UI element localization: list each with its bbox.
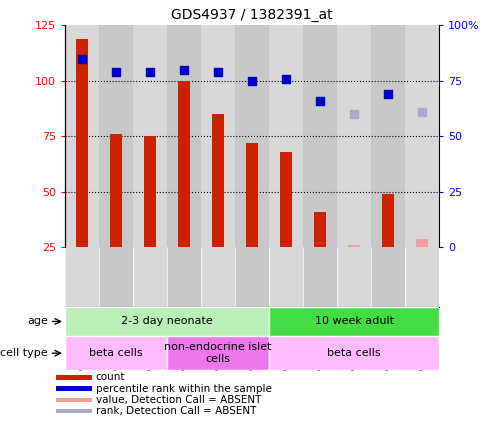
Bar [314, 212, 326, 247]
Bar [56, 387, 92, 391]
Bar [65, 247, 99, 307]
Point [214, 69, 222, 75]
Bar [178, 81, 190, 247]
Bar [405, 247, 439, 307]
Bar [280, 152, 292, 247]
Point [112, 69, 120, 75]
Text: 10 week adult: 10 week adult [314, 316, 394, 327]
Bar [133, 25, 167, 247]
Bar [167, 247, 201, 307]
Bar [337, 25, 371, 247]
Point [248, 77, 256, 84]
Bar [416, 239, 428, 247]
Text: non-endocrine islet
cells: non-endocrine islet cells [164, 342, 272, 364]
Bar [99, 247, 133, 307]
Bar [99, 25, 133, 247]
Bar [167, 25, 201, 247]
Point [418, 109, 426, 115]
Text: value, Detection Call = ABSENT: value, Detection Call = ABSENT [96, 395, 261, 405]
Text: rank, Detection Call = ABSENT: rank, Detection Call = ABSENT [96, 406, 256, 416]
Bar [56, 375, 92, 379]
Point [350, 111, 358, 118]
Bar [110, 134, 122, 247]
Bar [65, 336, 167, 370]
Point [180, 66, 188, 73]
Bar [201, 247, 235, 307]
Text: cell type: cell type [0, 348, 48, 358]
Text: count: count [96, 372, 125, 382]
Bar [269, 307, 439, 336]
Bar [212, 114, 224, 247]
Bar [56, 398, 92, 402]
Point [146, 69, 154, 75]
Point [384, 91, 392, 98]
Bar [144, 137, 156, 247]
Bar [65, 307, 269, 336]
Bar [56, 409, 92, 413]
Point [78, 55, 86, 62]
Bar [133, 247, 167, 307]
Bar [167, 336, 269, 370]
Text: percentile rank within the sample: percentile rank within the sample [96, 384, 271, 394]
Point [282, 75, 290, 82]
Bar [65, 25, 99, 247]
Point [316, 98, 324, 104]
Text: beta cells: beta cells [89, 348, 143, 358]
Title: GDS4937 / 1382391_at: GDS4937 / 1382391_at [171, 8, 333, 22]
Bar [269, 336, 439, 370]
Bar [348, 245, 360, 247]
Bar [76, 39, 88, 247]
Bar [269, 247, 303, 307]
Bar [371, 247, 405, 307]
Bar [371, 25, 405, 247]
Bar [303, 247, 337, 307]
Text: beta cells: beta cells [327, 348, 381, 358]
Bar [405, 25, 439, 247]
Text: 2-3 day neonate: 2-3 day neonate [121, 316, 213, 327]
Bar [235, 247, 269, 307]
Bar [337, 247, 371, 307]
Bar [246, 143, 258, 247]
Bar [303, 25, 337, 247]
Bar [235, 25, 269, 247]
Bar [201, 25, 235, 247]
Bar [382, 194, 394, 247]
Text: age: age [27, 316, 48, 327]
Bar [269, 25, 303, 247]
